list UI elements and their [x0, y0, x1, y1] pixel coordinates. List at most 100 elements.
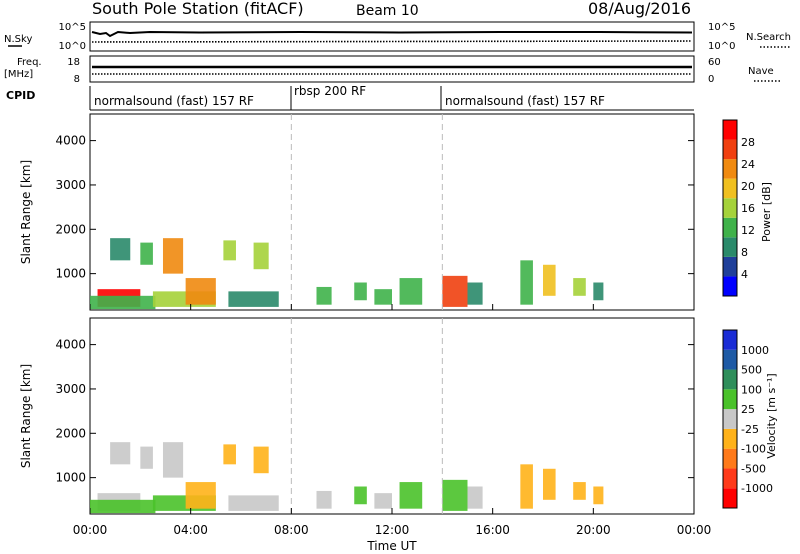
- nsearch-tick-top: 10^5: [708, 22, 735, 33]
- power-colorbar: 4 8 12 16 20 24 28: [722, 119, 755, 297]
- data-cell: [593, 282, 604, 301]
- time-axis: 00:00 04:00 08:00 12:00 16:00 20:00 00:00: [73, 304, 712, 537]
- nsearch-label: N.Search: [746, 32, 791, 43]
- power-panel: 1000 2000 3000 4000 Slant Range [km] 4 8 12 16…: [19, 113, 773, 311]
- nsky-tick-top: 10^5: [59, 22, 86, 33]
- data-cell: [110, 238, 131, 261]
- colorbar-tick-label: 24: [741, 158, 755, 171]
- data-cell: [228, 291, 279, 307]
- y-tick-label: 3000: [55, 382, 86, 396]
- colorbar-tick-label: 20: [741, 180, 755, 193]
- colorbar-swatch: [723, 159, 737, 179]
- velocity-panel: 1000 2000 3000 4000 Slant Range [km] 1000 50…: [19, 317, 778, 515]
- y-tick-label: 1000: [55, 471, 86, 485]
- nave-tick-bottom: 0: [708, 74, 714, 85]
- colorbar-tick-label: 25: [741, 403, 755, 416]
- data-cell: [573, 278, 586, 296]
- data-cell: [442, 275, 468, 307]
- freq-tick-top: 18: [67, 57, 80, 68]
- data-cell: [90, 499, 156, 514]
- colorbar-frame: [722, 329, 738, 509]
- data-cell: [399, 482, 423, 509]
- colorbar-swatch: [723, 369, 737, 390]
- x-tick-label: 00:00: [73, 523, 108, 537]
- colorbar-tick-label: 12: [741, 224, 755, 237]
- x-tick-label: 20:00: [576, 523, 611, 537]
- data-cell: [162, 238, 184, 274]
- freq-panel: [89, 55, 695, 83]
- colorbar-swatch: [723, 330, 737, 350]
- nsky-tick-bottom: 10^0: [59, 41, 86, 52]
- date-label: 08/Aug/2016: [588, 0, 691, 18]
- cpid-segment-1: normalsound (fast) 157 RF: [94, 94, 254, 108]
- colorbar-swatch: [723, 448, 737, 469]
- data-cell: [374, 289, 392, 305]
- power-ylabel: Slant Range [km]: [19, 160, 33, 264]
- x-tick-label: 12:00: [375, 523, 410, 537]
- data-cell: [543, 264, 556, 296]
- data-cell: [223, 240, 236, 261]
- colorbar-tick-label: -1000: [741, 482, 773, 495]
- data-cell: [316, 286, 332, 305]
- data-cell: [162, 442, 184, 478]
- colorbar-tick-label: 8: [741, 246, 748, 259]
- colorbar-tick-label: 100: [741, 383, 762, 396]
- data-cell: [140, 446, 153, 469]
- nsky-label: N.Sky: [4, 34, 32, 45]
- nave-label: Nave: [748, 66, 774, 77]
- data-cell: [253, 446, 269, 474]
- velocity-axes: 1000 2000 3000 4000: [55, 338, 694, 485]
- data-cell: [442, 479, 468, 511]
- y-tick-label: 4000: [55, 134, 86, 148]
- beam-label: Beam 10: [356, 3, 419, 19]
- colorbar-swatch: [723, 178, 737, 199]
- data-cell: [573, 482, 586, 500]
- y-tick-label: 4000: [55, 338, 86, 352]
- cpid-segment-3: normalsound (fast) 157 RF: [445, 94, 605, 108]
- data-cell: [520, 464, 533, 509]
- colorbar-tick-label: -500: [741, 462, 766, 475]
- colorbar-tick-label: 500: [741, 364, 762, 377]
- data-cell: [354, 282, 367, 301]
- velocity-ylabel: Slant Range [km]: [19, 364, 33, 468]
- colorbar-tick-label: 16: [741, 202, 755, 215]
- data-cell: [316, 490, 332, 509]
- plot-title: South Pole Station (fitACF): [92, 0, 304, 18]
- data-cell: [110, 442, 131, 465]
- data-cell: [467, 282, 483, 305]
- freq-unit: [MHz]: [4, 69, 33, 80]
- data-cell: [467, 486, 483, 509]
- power-plot-frame: [89, 113, 695, 311]
- velocity-colorbar: 1000 500 100 25 -25 -100 -500 -1000: [722, 329, 773, 509]
- nsearch-trace: [91, 40, 693, 43]
- data-cell: [228, 495, 279, 511]
- y-tick-label: 2000: [55, 426, 86, 440]
- data-cell: [354, 486, 367, 505]
- x-tick-label: 16:00: [475, 523, 510, 537]
- time-axis-label: Time UT: [366, 539, 417, 553]
- colorbar-swatch: [723, 217, 737, 238]
- data-cell: [543, 468, 556, 500]
- nsky-trace: [91, 30, 693, 38]
- colorbar-swatch: [723, 276, 737, 296]
- data-cell: [185, 278, 216, 305]
- freq-tick-bottom: 8: [74, 74, 80, 85]
- colorbar-swatch: [723, 428, 737, 449]
- data-cell: [223, 444, 236, 465]
- power-colorbar-label: Power [dB]: [760, 182, 773, 242]
- data-cell: [374, 493, 392, 509]
- colorbar-swatch: [723, 198, 737, 218]
- colorbar-swatch: [723, 488, 737, 508]
- freq-label: Freq.: [17, 57, 42, 68]
- colorbar-swatch: [723, 409, 737, 429]
- colorbar-tick-label: -100: [741, 443, 766, 456]
- y-tick-label: 2000: [55, 222, 86, 236]
- y-tick-label: 3000: [55, 178, 86, 192]
- data-cell: [140, 242, 153, 265]
- colorbar-swatch: [723, 120, 737, 140]
- colorbar-tick-label: 1000: [741, 344, 769, 357]
- velocity-colorbar-label: Velocity [m s⁻¹]: [765, 373, 778, 458]
- colorbar-frame: [722, 119, 738, 297]
- x-tick-label: 00:00: [677, 523, 712, 537]
